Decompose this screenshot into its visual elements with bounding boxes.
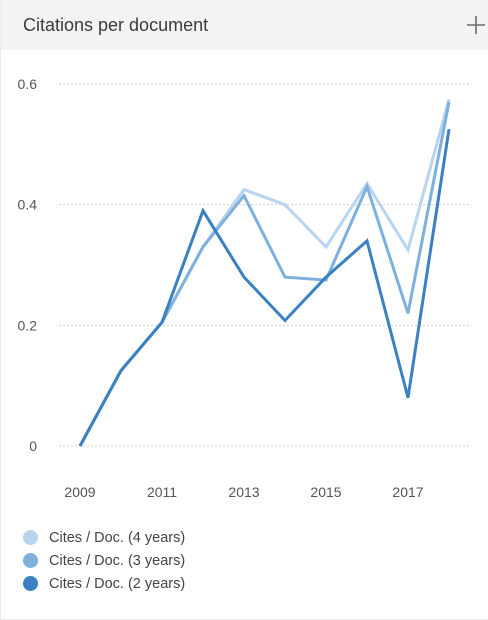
line-chart: 0 0.2 0.4 0.6 2009 2011 2013 2015 2017 xyxy=(1,50,488,510)
legend-swatch-icon xyxy=(23,576,38,591)
plus-icon[interactable] xyxy=(465,14,487,36)
y-tick-label: 0 xyxy=(29,438,37,454)
y-tick-label: 0.2 xyxy=(18,317,38,333)
grid-layer xyxy=(59,83,471,447)
series-layer xyxy=(78,98,451,447)
series-line-3[interactable] xyxy=(78,128,451,447)
chart-svg: 0 0.2 0.4 0.6 2009 2011 2013 2015 2017 xyxy=(18,76,471,500)
x-tick-label: 2009 xyxy=(64,484,95,500)
x-axis-ticks: 2009 2011 2013 2015 2017 xyxy=(64,484,423,500)
panel-title: Citations per document xyxy=(23,14,209,35)
panel-header: Citations per document xyxy=(1,0,488,50)
legend-item-2[interactable]: Cites / Doc. (3 years) xyxy=(23,549,443,572)
legend-swatch-icon xyxy=(23,553,38,568)
y-axis-ticks: 0 0.2 0.4 0.6 xyxy=(18,76,38,454)
x-tick-label: 2013 xyxy=(228,484,259,500)
x-tick-label: 2017 xyxy=(392,484,423,500)
legend-item-1[interactable]: Cites / Doc. (4 years) xyxy=(23,526,443,549)
legend-item-3[interactable]: Cites / Doc. (2 years) xyxy=(23,572,443,595)
x-tick-label: 2011 xyxy=(147,484,177,500)
legend-swatch-icon xyxy=(23,530,38,545)
series-line-2[interactable] xyxy=(78,101,451,447)
legend-label: Cites / Doc. (2 years) xyxy=(49,575,186,592)
legend-label: Cites / Doc. (4 years) xyxy=(49,529,186,546)
y-tick-label: 0.6 xyxy=(18,76,38,92)
x-tick-label: 2015 xyxy=(310,484,341,500)
chart-legend: Cites / Doc. (4 years) Cites / Doc. (3 ye… xyxy=(23,526,443,595)
y-tick-label: 0.4 xyxy=(18,197,38,213)
legend-label: Cites / Doc. (3 years) xyxy=(49,552,186,569)
